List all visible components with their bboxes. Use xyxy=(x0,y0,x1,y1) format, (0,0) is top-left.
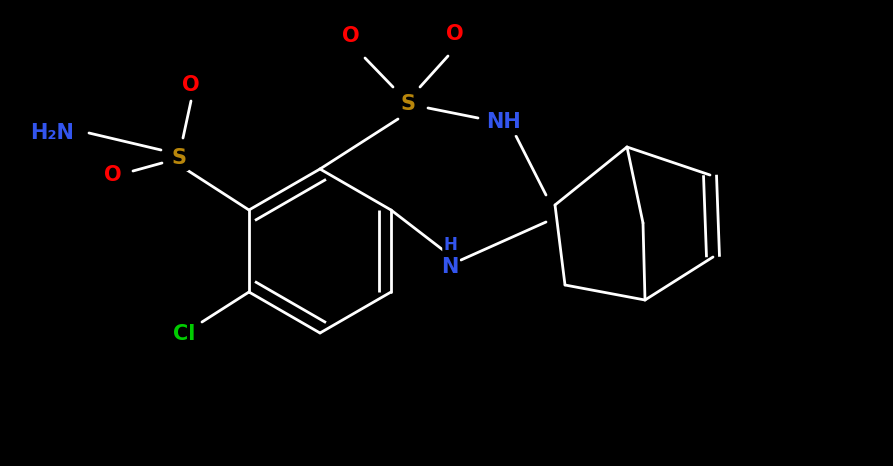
Text: O: O xyxy=(182,75,200,95)
Text: NH: NH xyxy=(486,112,521,132)
Text: Cl: Cl xyxy=(173,324,196,344)
Text: S: S xyxy=(171,148,187,168)
Text: S: S xyxy=(400,94,415,114)
Text: O: O xyxy=(446,24,463,44)
Text: N: N xyxy=(441,257,459,277)
Text: H₂N: H₂N xyxy=(30,123,74,143)
Text: H: H xyxy=(443,236,457,254)
Text: O: O xyxy=(104,165,121,185)
Text: O: O xyxy=(342,26,360,46)
